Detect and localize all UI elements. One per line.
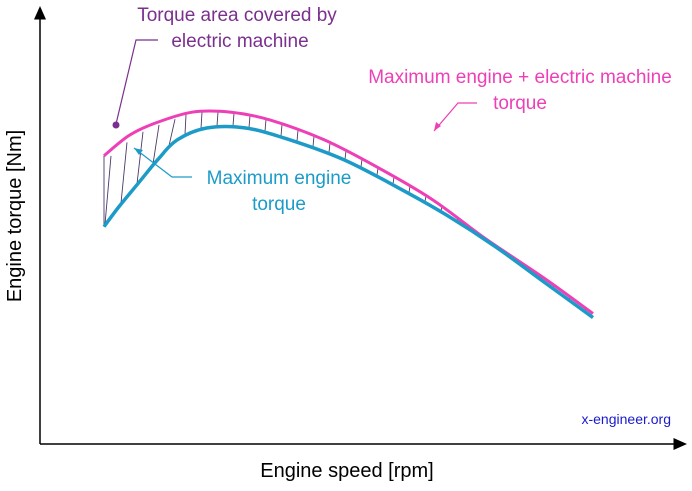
hatch-line-15 [344, 150, 347, 160]
hatch-line-9 [248, 115, 251, 128]
svg-text:electric machine: electric machine [171, 31, 308, 52]
hatch-line-8 [232, 113, 235, 126]
hatch-line-7 [216, 112, 219, 126]
hatch-line-14 [328, 142, 331, 153]
svg-text:Maximum engine + electric mach: Maximum engine + electric machine [368, 67, 672, 88]
svg-text:Maximum engine: Maximum engine [207, 168, 352, 189]
hatch-line-16 [360, 159, 363, 167]
hatch-line-2 [136, 131, 144, 184]
hatch-line-5 [184, 114, 187, 135]
hatch-line-12 [296, 129, 299, 142]
hatch-line-13 [312, 136, 315, 147]
y-axis-label: Engine torque [Nm] [4, 130, 26, 302]
watermark: x-engineer.org [581, 411, 671, 427]
svg-text:torque: torque [252, 194, 306, 215]
hatch-line-6 [200, 112, 203, 129]
annotation-engine: Maximum engine torque [133, 147, 352, 215]
hatch-line-4 [168, 119, 176, 146]
svg-text:Torque area covered by: Torque area covered by [137, 5, 337, 26]
hatch-line-10 [264, 119, 267, 132]
svg-text:torque: torque [493, 93, 547, 114]
annotation-electric-area: Torque area covered by electric machine [112, 5, 337, 129]
hatch-line-3 [152, 124, 160, 165]
hatch-line-1 [120, 142, 128, 204]
hatch-line-0 [104, 155, 112, 225]
hatch-line-11 [280, 124, 283, 137]
hatch-line-17 [376, 168, 379, 176]
series-line-engine [102, 124, 595, 320]
x-axis-label: Engine speed [rpm] [260, 460, 433, 482]
annotation-engine-plus-electric: Maximum engine + electric machine torque [368, 67, 672, 132]
